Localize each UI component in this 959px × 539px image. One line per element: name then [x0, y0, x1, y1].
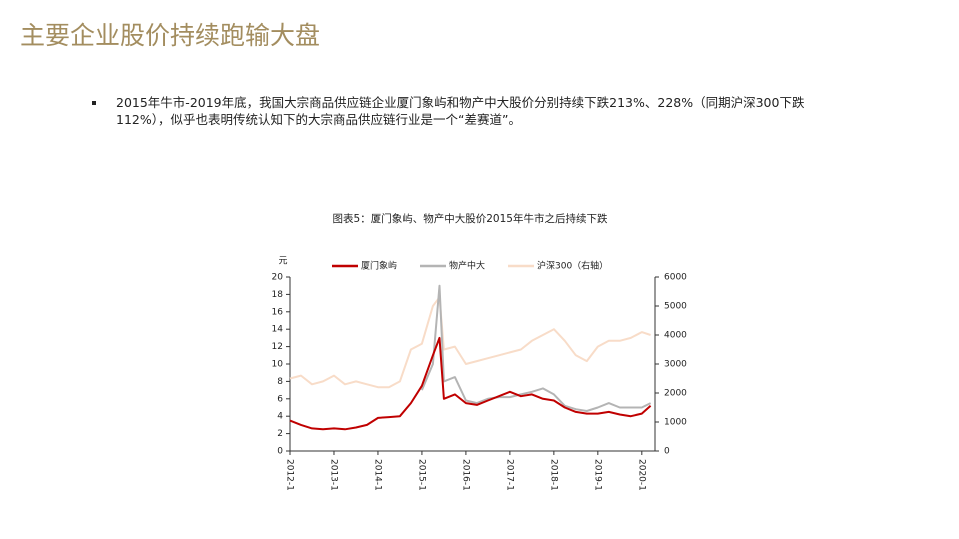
y-tick-label: 8 [277, 377, 283, 387]
y2-tick-label: 5000 [664, 302, 687, 312]
y2-tick-label: 2000 [664, 389, 687, 399]
y2-tick-label: 3000 [664, 360, 687, 370]
bullet: 2015年牛市-2019年底，我国大宗商品供应链企业厦门象屿和物产中大股价分别持… [92, 94, 856, 128]
y2-tick-label: 1000 [664, 418, 687, 428]
y-tick-label: 6 [277, 394, 283, 404]
x-tick-label: 2015-1 [416, 459, 426, 491]
x-tick-label: 2018-1 [548, 459, 558, 491]
y2-tick-label: 0 [664, 447, 670, 457]
x-tick-label: 2012-1 [285, 459, 295, 491]
y-tick-label: 12 [272, 342, 283, 352]
y-tick-label: 14 [272, 325, 284, 335]
series-line [420, 284, 652, 412]
y-tick-label: 2 [277, 429, 283, 439]
legend-label: 厦门象屿 [361, 260, 397, 272]
y-tick-label: 20 [272, 273, 284, 283]
x-tick-label: 2014-1 [372, 459, 382, 491]
x-tick-label: 2017-1 [504, 459, 514, 491]
series-line [289, 336, 652, 431]
chart-title: 图表5：厦门象屿、物产中大股价2015年牛市之后持续下跌 [333, 212, 608, 225]
y-tick-label: 4 [277, 412, 283, 422]
y-axis-label: 元 [278, 257, 287, 267]
y2-tick-label: 6000 [664, 273, 687, 283]
y-tick-label: 10 [272, 360, 284, 370]
legend-label: 物产中大 [449, 260, 485, 272]
x-tick-label: 2016-1 [460, 459, 470, 491]
y2-tick-label: 4000 [664, 331, 687, 341]
bullet-text: 2015年牛市-2019年底，我国大宗商品供应链企业厦门象屿和物产中大股价分别持… [116, 95, 805, 127]
slide-title: 主要企业股价持续跑输大盘 [20, 21, 321, 50]
x-tick-label: 2019-1 [592, 459, 602, 491]
x-tick-label: 2013-1 [328, 459, 338, 491]
series-line [289, 296, 651, 389]
y-tick-label: 18 [272, 290, 284, 300]
x-tick-label: 2020-1 [636, 459, 646, 491]
y-tick-label: 16 [272, 307, 284, 317]
legend-label: 沪深300（右轴） [537, 260, 608, 272]
y-tick-label: 0 [277, 447, 283, 457]
